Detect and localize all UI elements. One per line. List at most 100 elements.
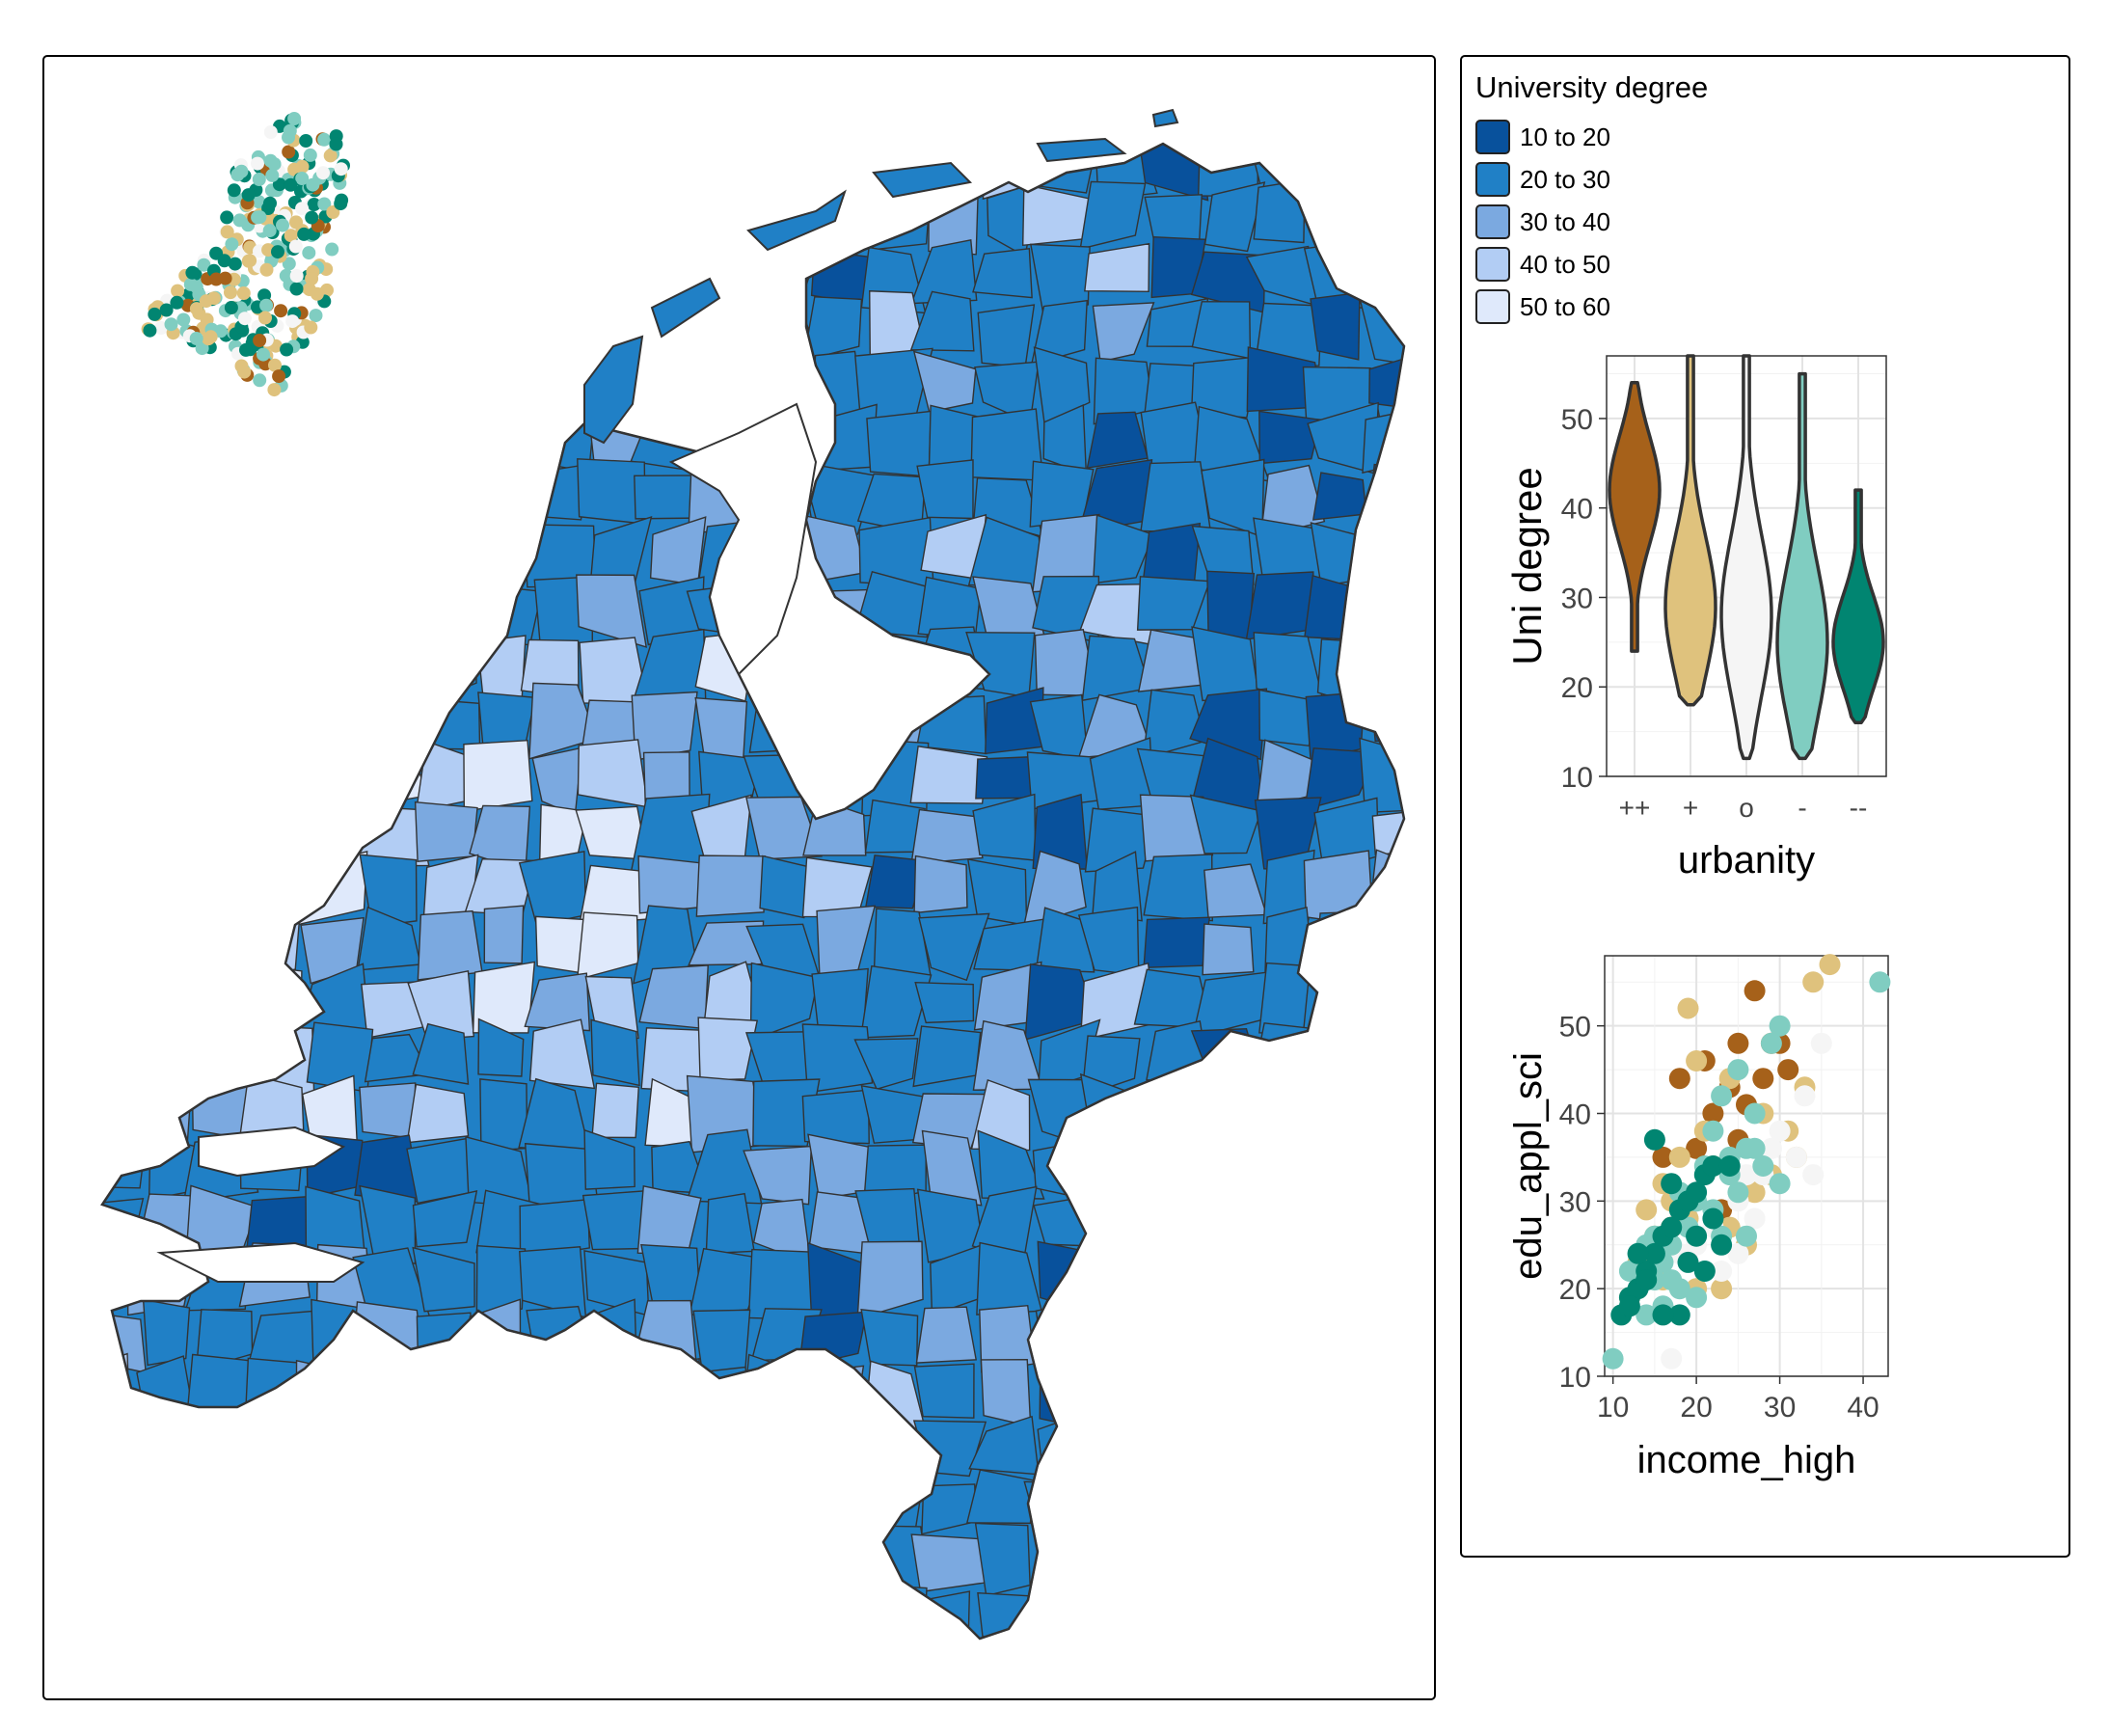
- municipality: [690, 1467, 765, 1527]
- inset-point: [305, 210, 319, 225]
- inset-point: [164, 317, 178, 332]
- municipality: [1374, 1637, 1404, 1639]
- inset-point: [262, 224, 277, 238]
- inset-point: [171, 284, 185, 298]
- municipality: [856, 639, 929, 695]
- municipality: [351, 348, 421, 418]
- inset-point: [263, 153, 278, 168]
- municipality: [128, 1029, 198, 1094]
- municipality: [1430, 1254, 1434, 1299]
- municipality: [1424, 1357, 1434, 1426]
- municipality: [803, 1365, 865, 1429]
- municipality: [1253, 178, 1306, 244]
- municipality: [1087, 1411, 1155, 1480]
- municipality: [576, 182, 651, 256]
- y-tick-label: 10: [1561, 762, 1593, 794]
- scatter-point: [1677, 997, 1699, 1019]
- inset-point: [325, 242, 339, 257]
- inset-point: [183, 277, 198, 291]
- inset-point: [170, 295, 184, 310]
- municipality: [360, 298, 428, 367]
- municipality: [102, 627, 149, 696]
- municipality: [102, 1024, 138, 1088]
- municipality: [1357, 1474, 1404, 1539]
- scatter-point: [1744, 980, 1766, 1002]
- inset-point: [224, 301, 238, 314]
- inset-point: [237, 312, 252, 326]
- municipality: [102, 913, 143, 969]
- municipality: [1203, 1073, 1265, 1131]
- scatter-point: [1752, 1068, 1774, 1090]
- municipality: [1258, 1190, 1322, 1261]
- municipality: [1315, 179, 1379, 243]
- municipality: [188, 576, 260, 643]
- municipality: [102, 463, 151, 538]
- legend-swatch: [1475, 120, 1510, 154]
- municipality: [1302, 1129, 1373, 1207]
- municipality: [1420, 355, 1434, 424]
- municipality: [297, 1414, 368, 1476]
- x-axis-label: income_high: [1637, 1439, 1856, 1481]
- municipality: [918, 912, 990, 982]
- municipality: [102, 570, 140, 638]
- violin-shape: [1831, 488, 1885, 725]
- wadden-island: [746, 189, 847, 252]
- municipality: [131, 627, 194, 692]
- scatter-point: [1744, 1137, 1766, 1159]
- inset-point: [304, 320, 318, 335]
- inset-point: [295, 159, 310, 174]
- inset-point: [288, 239, 303, 254]
- y-axis-label: edu_appl_sci: [1507, 1052, 1550, 1280]
- municipality: [752, 1648, 821, 1697]
- municipality: [479, 346, 540, 419]
- municipality: [854, 570, 933, 638]
- municipality: [184, 410, 252, 478]
- municipality: [473, 1581, 526, 1639]
- municipality: [351, 1422, 429, 1483]
- municipality: [412, 1189, 478, 1248]
- inset-point: [228, 257, 242, 271]
- municipality: [1194, 1199, 1259, 1265]
- inset-point: [143, 323, 157, 338]
- municipality: [697, 1017, 759, 1081]
- municipality: [1141, 1641, 1213, 1692]
- municipality: [1135, 1142, 1199, 1202]
- scatter-point: [1693, 1261, 1716, 1282]
- municipality: [759, 854, 818, 919]
- municipality: [135, 1523, 202, 1599]
- municipality: [469, 1352, 535, 1431]
- inset-point: [220, 225, 234, 239]
- inset-point: [310, 286, 324, 301]
- municipality: [102, 1133, 148, 1189]
- scatter-point: [1668, 1304, 1690, 1326]
- municipality: [428, 185, 480, 254]
- municipality: [364, 637, 428, 702]
- municipality: [1134, 1188, 1214, 1254]
- municipality: [914, 981, 975, 1024]
- municipality: [359, 1082, 417, 1140]
- municipality: [638, 1648, 693, 1698]
- inset-point: [282, 145, 296, 159]
- municipality: [1143, 916, 1211, 968]
- legend-label: 20 to 30: [1520, 164, 1610, 194]
- municipality: [1302, 1192, 1378, 1260]
- municipality: [1084, 807, 1158, 873]
- inset-point: [272, 177, 286, 192]
- municipality: [912, 350, 977, 413]
- municipality: [296, 471, 371, 538]
- municipality: [475, 1244, 527, 1320]
- municipality: [102, 1414, 135, 1488]
- municipality: [1035, 907, 1095, 973]
- inset-point: [189, 332, 203, 345]
- inset-point: [199, 294, 213, 309]
- municipality: [758, 1533, 815, 1594]
- municipality: [1246, 1653, 1322, 1698]
- legend-item: 40 to 50: [1475, 246, 1610, 283]
- y-tick-label: 20: [1559, 1274, 1591, 1306]
- municipality: [412, 1022, 470, 1085]
- municipality: [356, 467, 431, 538]
- municipality: [183, 805, 260, 855]
- municipality: [258, 465, 299, 535]
- scatter-point: [1727, 1032, 1749, 1054]
- municipality: [1249, 1132, 1326, 1209]
